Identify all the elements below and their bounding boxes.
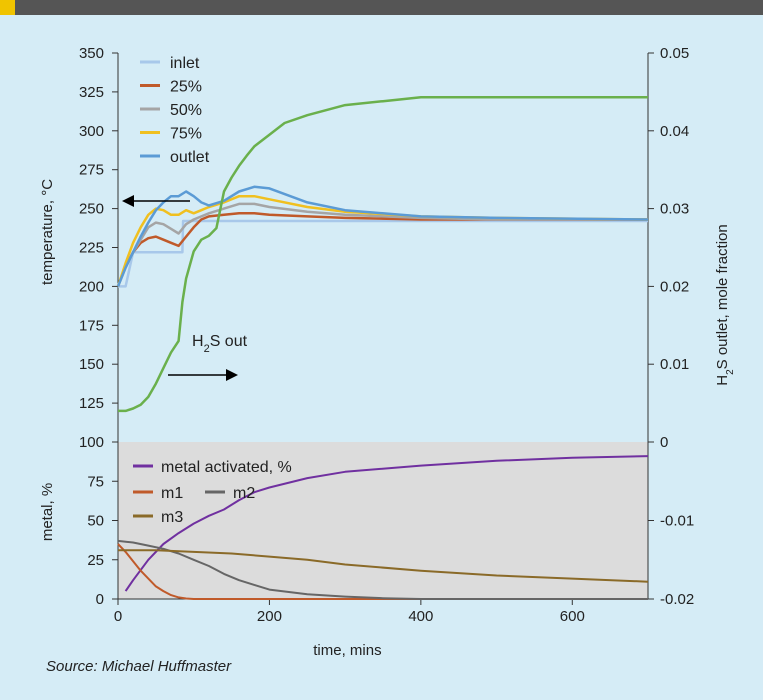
y-tick-label-upper-200: 200 [79,278,104,295]
y-tick-label-lower-25: 25 [87,552,104,569]
y2-tick-label-upper-3: 0.03 [660,201,689,218]
y2-tick-label-upper-2: 0.02 [660,278,689,295]
upper-series-line-2 [116,202,648,287]
annotation-arrow-left-head [122,195,134,207]
y2-tick-label-upper-4: 0.04 [660,123,689,140]
y-axis-label-lower: metal, % [39,483,56,541]
y2-tick-label-upper-1: 0.01 [660,356,689,373]
upper-series-line-1 [116,212,648,287]
y2-axis-label: H2S outlet, mole fraction [714,224,736,385]
y2-tick-label-upper-0: 0 [660,434,668,451]
lower-legend-label-2: m2 [233,485,255,502]
lower-legend-label-1: m1 [161,485,183,502]
x-tick-label-0: 0 [114,608,122,625]
x-tick-label-600: 600 [560,608,585,625]
y-tick-label-upper-125: 125 [79,395,104,412]
x-axis-label: time, mins [313,642,381,659]
y2-tick-label-upper-5: 0.05 [660,45,689,62]
y-tick-label-upper-250: 250 [79,201,104,218]
annotation-arrow-right-head [226,369,238,381]
y-tick-label-upper-275: 275 [79,162,104,179]
y2-tick-label-lower-0: -0.02 [660,591,694,608]
y-tick-label-upper-175: 175 [79,317,104,334]
lower-legend-label-0: metal activated, % [161,459,292,476]
x-tick-label-200: 200 [257,608,282,625]
source-caption: Source: Michael Huffmaster [46,658,232,675]
upper-series-line-0 [118,219,648,288]
upper-legend-label-4: outlet [170,149,210,166]
lower-series-line-1 [117,543,648,600]
lower-series-line-2 [117,539,648,600]
lower-series-line-0 [124,455,649,592]
y-tick-label-lower-50: 50 [87,513,104,530]
y-tick-label-lower-0: 0 [96,591,104,608]
y-tick-label-lower-75: 75 [87,473,104,490]
upper-legend-label-3: 75% [170,126,202,143]
y-tick-label-upper-350: 350 [79,45,104,62]
header-bar [0,0,763,15]
upper-series-line-4 [116,185,649,287]
header-accent [0,0,15,15]
y-axis-label-upper: temperature, °C [39,179,56,285]
x-tick-label-400: 400 [408,608,433,625]
annotation-h2s-out: H2S out [192,333,248,355]
upper-legend-label-0: inlet [170,55,200,72]
y-tick-label-upper-150: 150 [79,356,104,373]
upper-legend-label-1: 25% [170,79,202,96]
upper-legend-label-2: 50% [170,102,202,119]
y2-tick-label-lower-1: -0.01 [660,513,694,530]
y-tick-label-upper-300: 300 [79,123,104,140]
lower-series-line-3 [118,549,649,583]
y-tick-label-upper-325: 325 [79,84,104,101]
upper-series-line-5 [118,96,648,413]
y-tick-label-upper-225: 225 [79,240,104,257]
lower-legend-label-3: m3 [161,509,183,526]
upper-series-line-3 [116,194,649,287]
y-tick-label-upper-100: 100 [79,434,104,451]
